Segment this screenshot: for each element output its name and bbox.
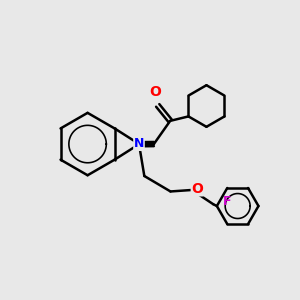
Text: O: O (191, 182, 203, 196)
Text: F: F (223, 194, 232, 208)
Text: N: N (134, 137, 144, 150)
Text: O: O (149, 85, 161, 100)
